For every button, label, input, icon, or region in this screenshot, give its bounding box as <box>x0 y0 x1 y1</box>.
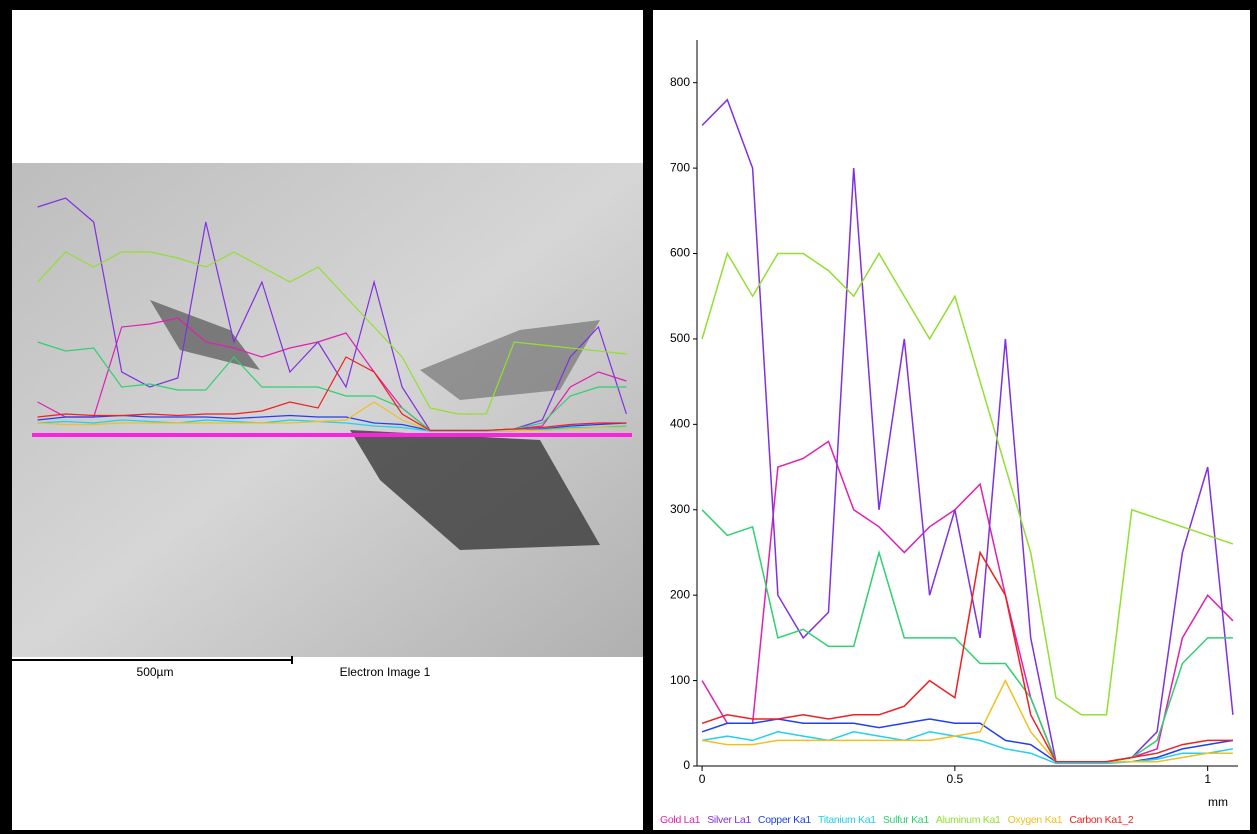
x-tick-label: 1 <box>1204 772 1211 786</box>
y-tick-label: 200 <box>670 587 690 601</box>
y-tick-label: 700 <box>670 160 690 174</box>
legend-entry: Copper Ka1 <box>758 814 811 826</box>
y-tick-label: 0 <box>683 758 690 772</box>
legend-entry: Gold La1 <box>660 814 700 826</box>
x-tick-label: 0.5 <box>947 772 964 786</box>
y-tick-label: 500 <box>670 331 690 345</box>
legend-entry: Carbon Ka1_2 <box>1069 814 1133 826</box>
y-tick-label: 600 <box>670 246 690 260</box>
legend: Gold La1 Silver La1 Copper Ka1 Titanium Ka1… <box>660 814 1250 826</box>
image-caption: Electron Image 1 <box>340 665 431 679</box>
x-tick-label: 0 <box>699 772 706 786</box>
scale-bar-label: 500µm <box>137 665 174 679</box>
x-unit: mm <box>1208 795 1228 809</box>
y-tick-label: 100 <box>670 673 690 687</box>
electron-image <box>12 163 643 657</box>
legend-entry: Oxygen Ka1 <box>1008 814 1063 826</box>
y-tick-label: 300 <box>670 502 690 516</box>
legend-entry: Silver La1 <box>707 814 751 826</box>
legend-entry: Aluminum Ka1 <box>936 814 1001 826</box>
figure: 500µm Electron Image 1 mm 0 100 200 300 400 5… <box>0 0 1257 834</box>
legend-entry: Sulfur Ka1 <box>883 814 929 826</box>
y-tick-label: 400 <box>670 417 690 431</box>
y-tick-label: 800 <box>670 75 690 89</box>
legend-entry: Titanium Ka1 <box>818 814 876 826</box>
